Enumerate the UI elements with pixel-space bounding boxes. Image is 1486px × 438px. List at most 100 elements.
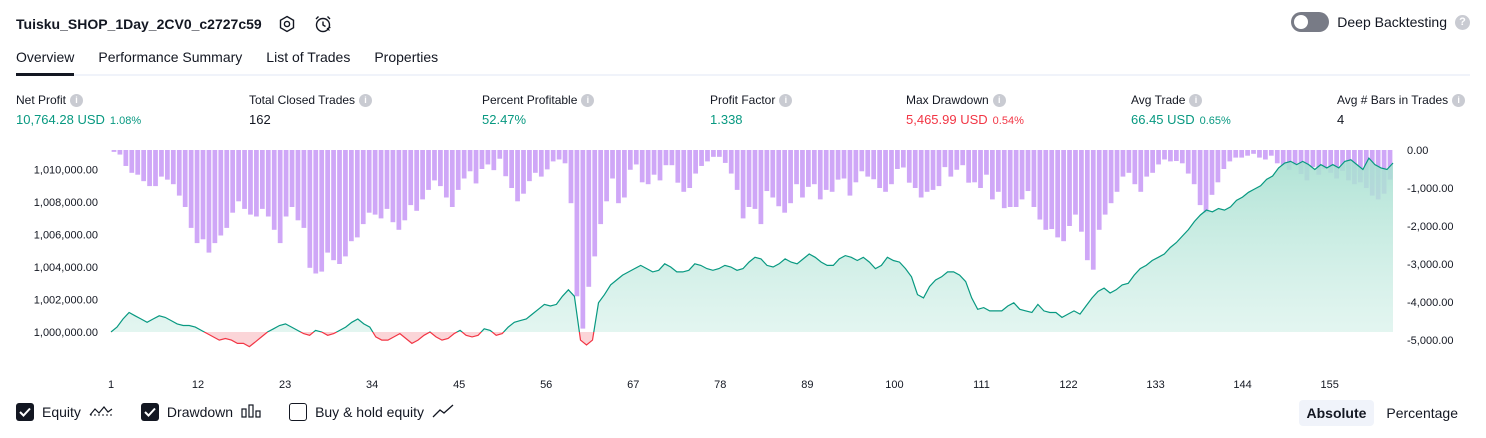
tab-list-of-trades[interactable]: List of Trades	[266, 49, 351, 65]
drawdown-bar	[295, 150, 301, 221]
equity-drawdown-chart[interactable]: 1,000,000.00 1,002,000.00 1,004,000.00 1,00…	[0, 140, 1486, 395]
settings-icon[interactable]	[276, 13, 298, 35]
drawdown-bar	[918, 150, 924, 198]
legend-equity[interactable]: Equity	[16, 403, 113, 421]
drawdown-bar	[1233, 150, 1239, 158]
y-right-tick-label: -1,000.00	[1407, 183, 1453, 195]
drawdown-bar	[538, 150, 544, 177]
equity-loss-area	[111, 332, 1393, 347]
drawdown-bar	[574, 150, 580, 297]
metric-avg-bars: Avg # Bars in Trades i 4	[1337, 93, 1466, 127]
drawdown-bar	[277, 150, 283, 244]
drawdown-bar	[230, 150, 236, 213]
drawdown-bar	[331, 150, 336, 261]
drawdown-bar	[426, 150, 431, 190]
tab-performance-summary[interactable]: Performance Summary	[98, 49, 243, 65]
help-icon[interactable]: ?	[1455, 14, 1470, 30]
legend-drawdown[interactable]: Drawdown	[140, 403, 261, 421]
drawdown-bar	[1049, 150, 1055, 230]
metric-net-profit: Net Profit i 10,764.28 USD 1.08%	[16, 93, 141, 127]
drawdown-bar	[699, 150, 704, 166]
metric-label: Total Closed Trades	[249, 93, 356, 107]
drawdown-bar	[906, 150, 912, 183]
drawdown-bar	[438, 150, 443, 187]
x-tick-label: 78	[714, 379, 726, 391]
buy-hold-checkbox[interactable]	[289, 403, 308, 421]
info-icon[interactable]: i	[1189, 93, 1203, 107]
drawdown-bar	[1090, 150, 1096, 270]
info-icon[interactable]: i	[1452, 93, 1466, 107]
percentage-button[interactable]: Percentage	[1386, 405, 1458, 421]
drawdown-bar	[954, 150, 960, 170]
drawdown-bar	[372, 150, 378, 215]
drawdown-bar	[170, 150, 176, 185]
drawdown-bar	[562, 150, 568, 164]
drawdown-bar	[550, 150, 556, 162]
drawdown-bar	[823, 150, 829, 190]
drawdown-bar	[716, 150, 722, 157]
bars-icon	[241, 403, 261, 421]
drawdown-bar	[343, 150, 348, 257]
metric-total-closed-trades: Total Closed Trades i 162	[249, 93, 373, 127]
x-tick-label: 12	[192, 379, 204, 391]
info-icon[interactable]: i	[70, 93, 84, 107]
drawdown-bar	[1037, 150, 1043, 220]
drawdown-bar	[1322, 150, 1328, 169]
alert-clock-icon[interactable]	[312, 13, 334, 35]
legend-equity-label: Equity	[42, 404, 81, 420]
drawdown-bar	[1168, 150, 1173, 162]
drawdown-bar	[390, 150, 396, 223]
drawdown-bar	[515, 150, 520, 202]
drawdown-bar	[224, 150, 230, 228]
drawdown-bar	[841, 150, 847, 179]
drawdown-bar	[176, 150, 182, 196]
drawdown-bar	[378, 150, 384, 219]
y-left-tick-label: 1,008,000.00	[34, 197, 98, 209]
drawdown-bar	[978, 150, 983, 188]
info-icon[interactable]: i	[779, 93, 793, 107]
drawdown-bar	[1001, 150, 1007, 209]
drawdown-bar	[408, 150, 414, 206]
drawdown-bar	[1185, 150, 1191, 174]
drawdown-bar	[758, 150, 764, 225]
report-tabs: Overview Performance Summary List of Tra…	[16, 44, 1470, 76]
drawdown-bar	[467, 150, 473, 172]
tab-properties[interactable]: Properties	[374, 49, 439, 65]
drawdown-bar	[1292, 150, 1298, 166]
info-icon[interactable]: i	[992, 93, 1006, 107]
drawdown-bar	[734, 150, 740, 190]
drawdown-bar	[1043, 150, 1049, 230]
equity-checkbox[interactable]	[16, 403, 34, 421]
legend-buy-hold[interactable]: Buy & hold equity	[289, 403, 454, 421]
metric-value: 52.47%	[482, 112, 527, 127]
drawdown-bar	[930, 150, 936, 190]
y-right-tick-label: -5,000.00	[1407, 335, 1453, 347]
drawdown-bar	[1334, 150, 1339, 179]
drawdown-bar	[509, 150, 514, 188]
info-icon[interactable]: i	[359, 93, 373, 107]
drawdown-bar	[1328, 150, 1334, 173]
drawdown-checkbox[interactable]	[140, 403, 159, 421]
info-icon[interactable]: i	[581, 93, 595, 107]
drawdown-bar	[1251, 150, 1256, 154]
drawdown-bar	[473, 150, 479, 184]
deep-backtesting-toggle[interactable]	[1291, 12, 1330, 32]
drawdown-bar	[675, 150, 681, 183]
drawdown-bar	[1227, 150, 1233, 162]
drawdown-bar	[1061, 150, 1066, 242]
drawdown-bar	[420, 150, 425, 200]
drawdown-bar	[627, 150, 633, 170]
drawdown-bar	[236, 150, 241, 202]
metric-percent: 0.54%	[992, 115, 1024, 127]
legend-drawdown-label: Drawdown	[166, 404, 234, 420]
drawdown-bar	[722, 150, 728, 163]
drawdown-bar	[1079, 150, 1084, 232]
drawdown-bar	[972, 150, 977, 183]
metric-max-drawdown: Max Drawdown i 5,465.99 USD 0.54%	[906, 93, 1024, 127]
absolute-button[interactable]: Absolute	[1298, 400, 1375, 426]
drawdown-bar	[728, 150, 734, 174]
drawdown-bar	[966, 150, 972, 183]
x-tick-label: 67	[627, 379, 639, 391]
tab-overview[interactable]: Overview	[16, 44, 75, 76]
drawdown-bar	[242, 150, 247, 209]
